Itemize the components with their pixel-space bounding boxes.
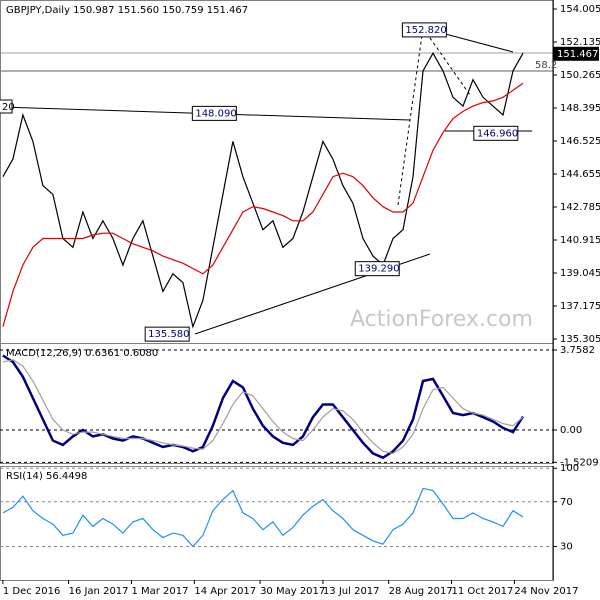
annotation-label: 146.960 — [477, 128, 518, 139]
y-tick-label: 70 — [560, 497, 573, 508]
price-box — [553, 46, 599, 61]
y-tick-label: 139.045 — [560, 268, 600, 279]
series-line — [2, 51, 524, 329]
x-tick-label: 1 Mar 2017 — [131, 586, 188, 597]
panel-title: RSI(14) 56.4498 — [6, 471, 87, 482]
y-tick-label: 3.7582 — [560, 345, 595, 356]
x-tick-label: 16 Jan 2017 — [69, 586, 129, 597]
y-tick-label: 0.00 — [560, 425, 582, 436]
series-line — [2, 354, 525, 460]
annotation-label: 148.090 — [195, 108, 236, 119]
y-tick-label: 144.655 — [560, 169, 600, 180]
x-tick-label: 11 Oct 2017 — [452, 586, 514, 597]
y-tick-label: 154.005 — [560, 4, 600, 15]
annotation-box — [0, 99, 13, 114]
y-tick-label: -1.5209 — [560, 457, 599, 468]
y-tick-label: 148.395 — [560, 103, 600, 114]
y-tick-label: 152.135 — [560, 37, 600, 48]
panel-title: MACD(12,26,9) 0.6361 0.6080 — [6, 348, 158, 359]
y-tick-label: 146.525 — [560, 136, 600, 147]
annotation-box — [401, 22, 447, 38]
series-line — [2, 359, 524, 455]
series-line — [2, 82, 524, 327]
annotation-box — [473, 125, 519, 141]
x-tick-label: 1 Dec 2016 — [3, 586, 61, 597]
annotation-box — [354, 261, 400, 277]
annotation-box — [144, 326, 190, 342]
annotation-label: 152.820 — [405, 25, 446, 36]
y-tick-label: 142.785 — [560, 202, 600, 213]
x-tick-label: 30 May 2017 — [260, 586, 325, 597]
series-line — [2, 487, 524, 548]
y-tick-label: 150.265 — [560, 70, 600, 81]
x-tick-label: 13 Jul 2017 — [323, 586, 380, 597]
annotation-label: 20 — [2, 102, 15, 113]
annotation-label: 135.580 — [148, 329, 189, 340]
x-tick-label: 24 Nov 2017 — [514, 586, 578, 597]
watermark: ActionForex.com — [350, 307, 533, 332]
panel-title: GBPJPY,Daily 150.987 151.560 150.759 151… — [6, 5, 248, 16]
annotation-label: 139.290 — [358, 264, 399, 275]
y-tick-label: 137.175 — [560, 301, 600, 312]
y-tick-label: 135.305 — [560, 334, 600, 345]
price-label: 151.467 — [557, 49, 598, 60]
trend-line — [422, 27, 471, 96]
y-tick-label: 140.915 — [560, 235, 600, 246]
annotation-box — [191, 105, 237, 121]
y-tick-label: 100 — [560, 463, 579, 474]
x-tick-label: 14 Apr 2017 — [194, 586, 256, 597]
x-tick-label: 28 Aug 2017 — [389, 586, 453, 597]
annotation-label: 58.2 — [535, 60, 557, 71]
y-tick-label: 30 — [560, 541, 573, 552]
